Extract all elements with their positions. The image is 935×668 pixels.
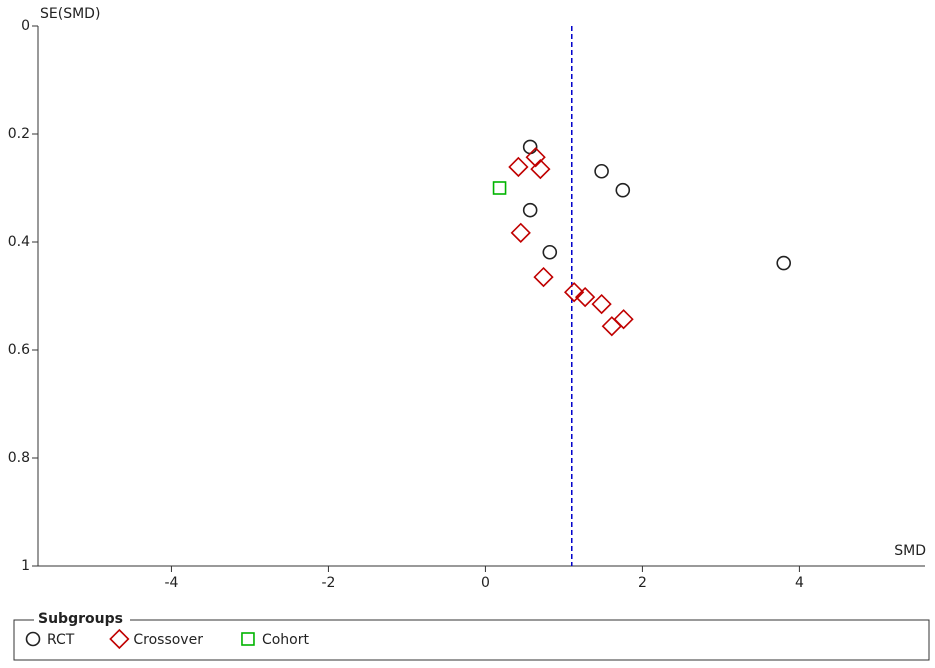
y-tick-label: 0.2 [8, 126, 30, 142]
point [542, 244, 558, 260]
point [508, 156, 529, 178]
legend-marker [241, 632, 255, 646]
x-tick-label: 2 [638, 575, 647, 591]
y-tick-label: 0.8 [8, 450, 30, 466]
point [510, 222, 531, 243]
x-tick-label: -2 [321, 575, 335, 591]
legend-label: Cohort [262, 632, 310, 648]
point [525, 147, 546, 168]
y-tick-label: 0.4 [8, 234, 30, 250]
legend-label: RCT [47, 632, 75, 648]
legend-box [13, 619, 930, 661]
x-tick-label: 4 [795, 575, 804, 591]
point [574, 286, 596, 308]
x-tick-label: 0 [481, 575, 490, 591]
point [530, 158, 551, 180]
y-tick-label: 0 [21, 18, 30, 34]
x-axis-label: SMD [894, 543, 926, 559]
point [492, 181, 507, 195]
point [615, 182, 631, 198]
legend-label: Crossover [133, 632, 203, 648]
point [522, 139, 538, 155]
legend-marker [25, 631, 41, 647]
point [522, 202, 538, 218]
x-tick-label: -4 [164, 575, 178, 591]
point [613, 309, 634, 330]
point [591, 293, 612, 315]
y-tick-label: 1 [21, 558, 30, 574]
point [594, 163, 609, 179]
point [776, 255, 792, 271]
legend-title-bg [34, 610, 130, 628]
legend-marker [109, 628, 130, 650]
y-tick-label: 0.6 [8, 342, 30, 358]
point [533, 266, 554, 288]
y-axis-label: SE(SMD) [40, 6, 100, 22]
legend-title: Subgroups [38, 611, 123, 627]
point [601, 316, 622, 337]
point [563, 282, 585, 303]
